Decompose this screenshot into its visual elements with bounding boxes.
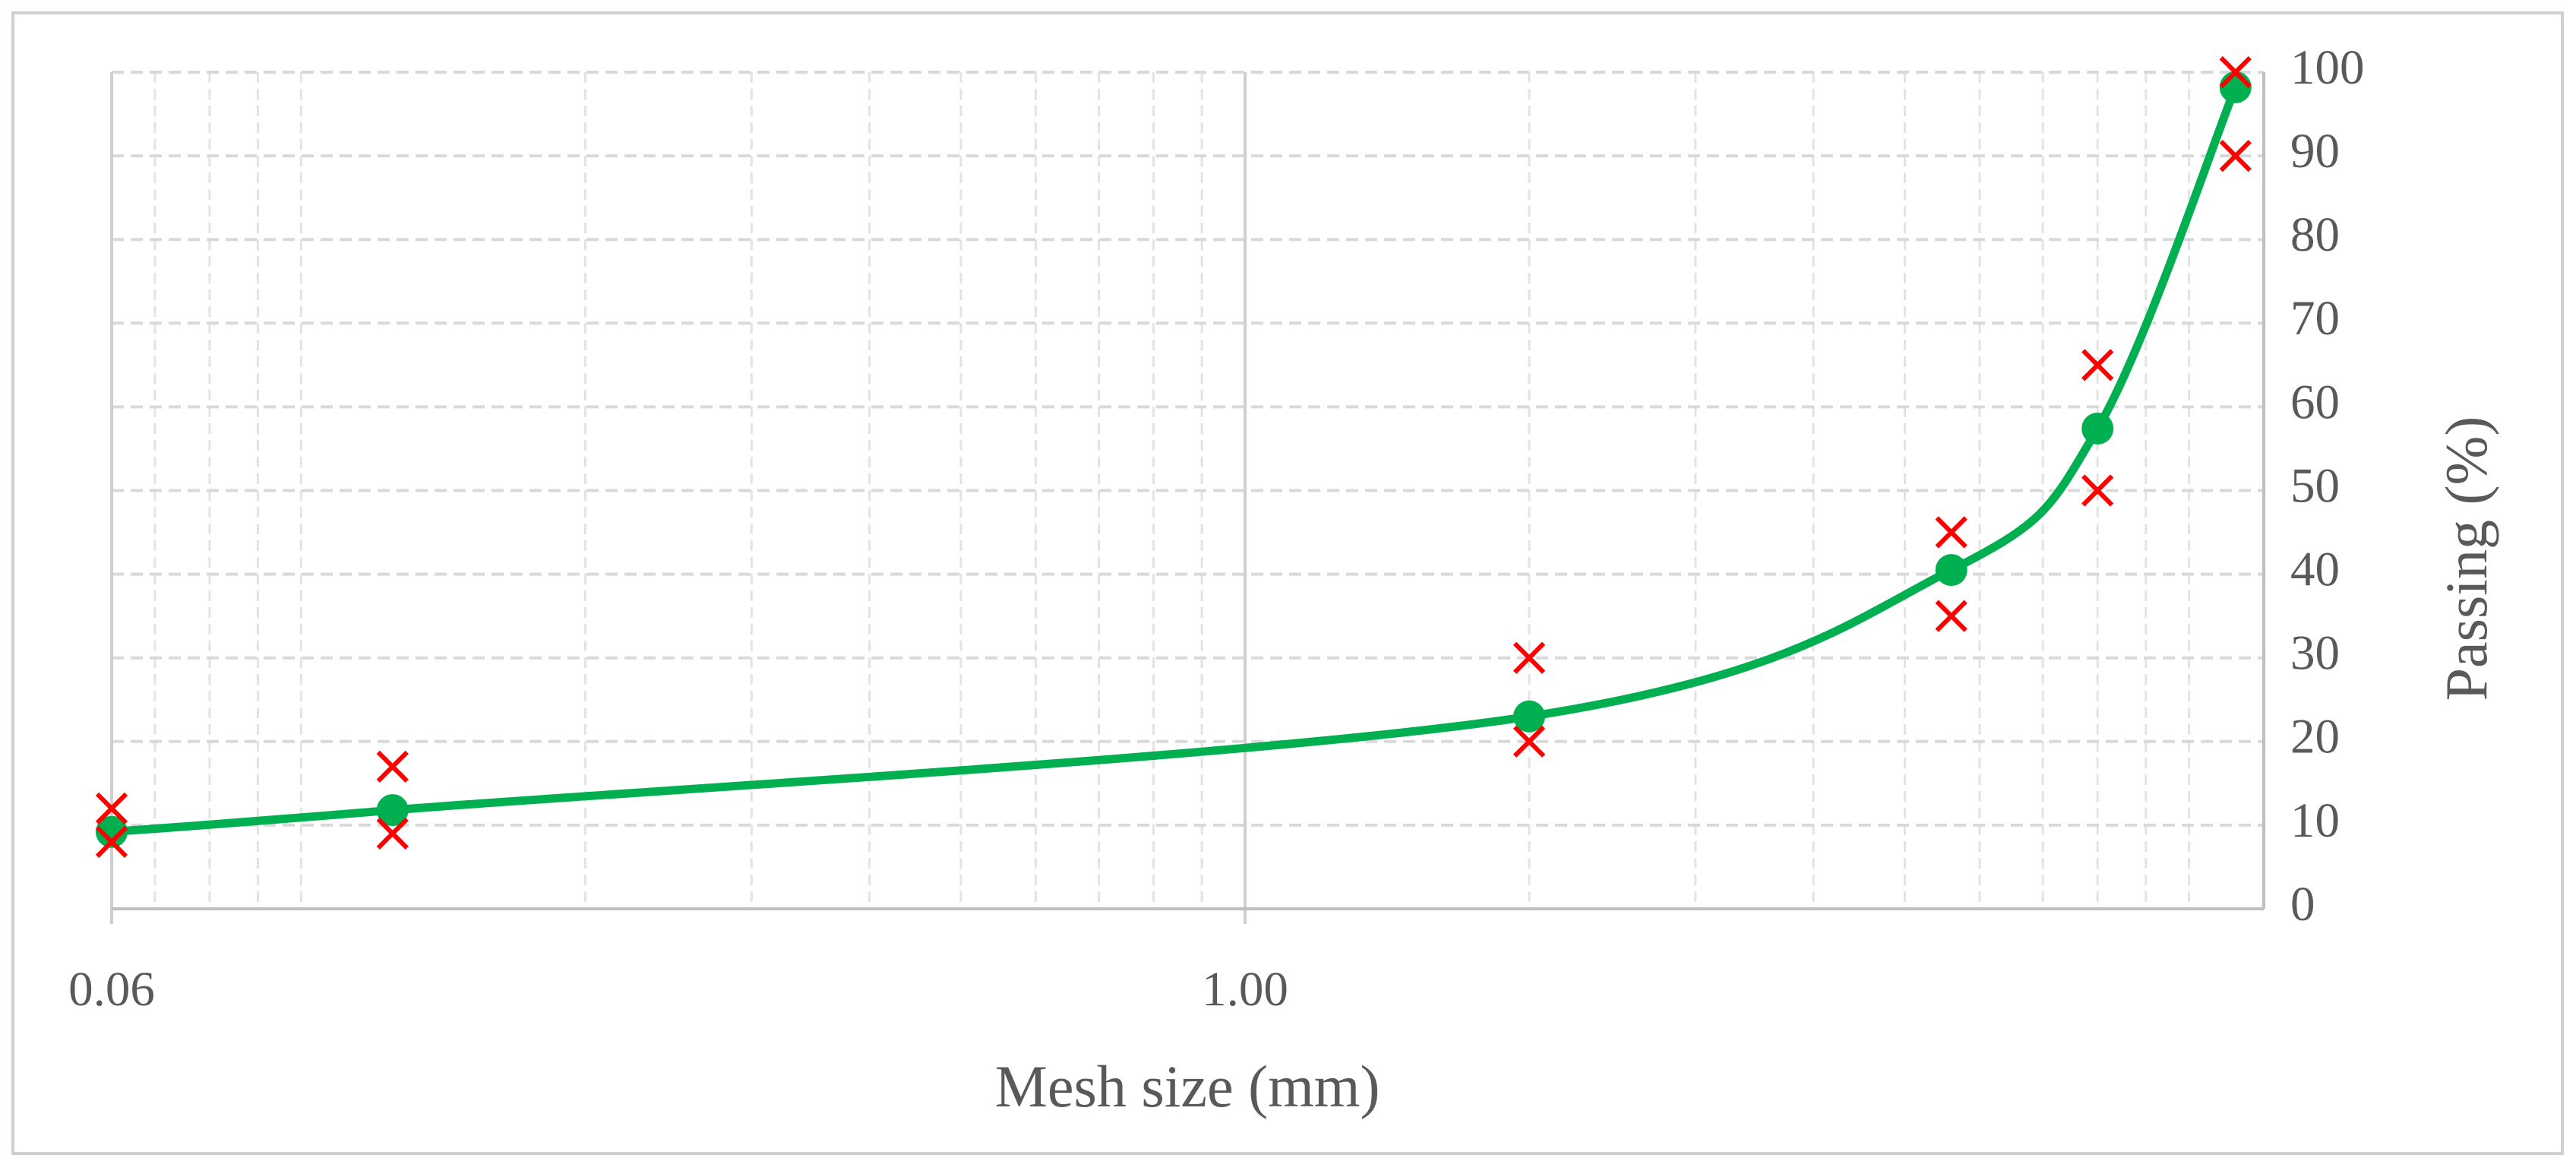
y-tick-label: 40 (2290, 543, 2340, 597)
x-marker (95, 792, 128, 825)
x-marker (2081, 474, 2114, 507)
x-marker (1512, 725, 1546, 758)
y-tick-label: 30 (2290, 626, 2340, 681)
y-tick-label: 0 (2290, 877, 2315, 932)
point-marker (2219, 71, 2252, 103)
point-marker (1513, 700, 1546, 733)
y-tick-label: 60 (2290, 375, 2340, 429)
y-tick-label: 20 (2290, 710, 2340, 764)
x-axis-label: Mesh size (mm) (995, 1053, 1380, 1119)
point-marker (96, 815, 128, 848)
chart-border (11, 11, 2564, 1155)
x-marker (2219, 139, 2252, 172)
x-marker (1935, 516, 1968, 549)
point-marker (1935, 554, 1968, 587)
point-marker (2081, 413, 2114, 445)
x-marker (376, 817, 409, 850)
y-tick-label: 50 (2290, 458, 2340, 513)
y-axis-label: Passing (%) (2433, 416, 2499, 701)
y-tick-label: 70 (2290, 291, 2340, 346)
x-marker (1512, 641, 1546, 674)
x-marker (95, 825, 128, 859)
x-tick-label: 0.06 (68, 962, 155, 1017)
x-marker (2219, 55, 2252, 89)
x-tick-label: 1.00 (1202, 962, 1288, 1017)
y-tick-label: 80 (2290, 207, 2340, 262)
x-marker (2081, 349, 2114, 381)
x-marker (376, 750, 409, 783)
y-tick-label: 10 (2290, 793, 2340, 848)
point-marker (376, 794, 409, 827)
x-marker (1935, 600, 1968, 632)
y-tick-label: 90 (2290, 124, 2340, 179)
y-tick-label: 100 (2290, 40, 2365, 95)
